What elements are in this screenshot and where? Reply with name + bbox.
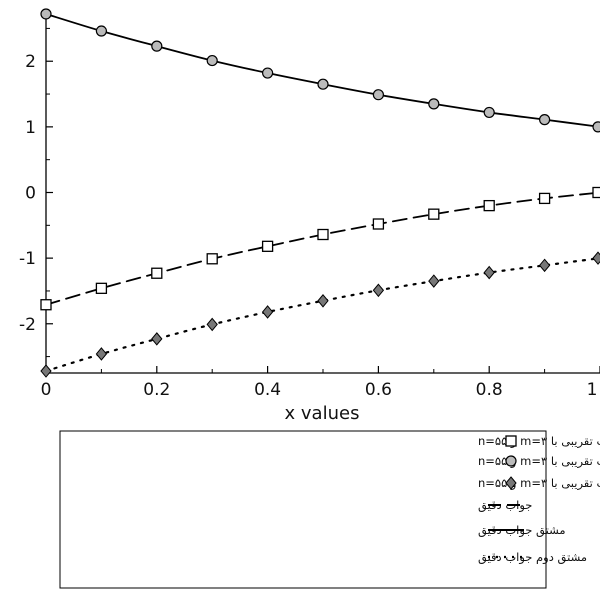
- data-point-circle: [592, 121, 600, 133]
- x-tick-label: 1: [587, 380, 598, 400]
- data-point-square: [538, 192, 551, 205]
- legend-label: مشتق دوم جواب دقیق: [478, 550, 587, 565]
- y-tick-label: -2: [19, 315, 36, 335]
- data-point-diamond: [317, 294, 329, 308]
- data-point-diamond: [261, 305, 274, 319]
- x-tick-label: 0.8: [476, 380, 503, 400]
- data-point-circle: [95, 25, 108, 37]
- legend-label: مشتق جواب تقریبی با m=۳ و n=۵۵: [478, 454, 600, 469]
- data-point-circle: [538, 114, 551, 126]
- legend-symbol-square: [505, 435, 517, 447]
- series-line-dashed: [45, 191, 600, 306]
- data-point-square: [317, 228, 329, 241]
- legend-label: جواب دقیق: [478, 498, 532, 513]
- legend-label: مشتق دوم جواب تقریبی با m=۳ و n=۵۵: [478, 476, 600, 491]
- data-point-square: [483, 199, 495, 212]
- data-point-circle: [483, 106, 495, 119]
- data-point-square: [372, 218, 385, 230]
- data-point-square: [261, 240, 274, 252]
- data-point-square: [151, 267, 163, 279]
- x-axis-title: x values: [285, 403, 360, 424]
- data-point-diamond: [592, 251, 600, 265]
- legend: جواب تقریبی با m=۳ و n=۵۵ مشتق جواب تقریب…: [59, 430, 600, 589]
- data-point-square: [40, 299, 52, 311]
- data-point-circle: [317, 78, 329, 90]
- legend-symbol-circle: [505, 455, 517, 467]
- data-point-circle: [428, 98, 440, 110]
- y-tick-label: 2: [25, 52, 36, 72]
- legend-label: جواب تقریبی با m=۳ و n=۵۵: [478, 434, 600, 449]
- data-point-circle: [40, 8, 52, 20]
- x-tick-label: 0.6: [365, 380, 392, 400]
- data-point-circle: [262, 67, 274, 79]
- y-tick-label: 0: [25, 184, 36, 204]
- data-point-diamond: [428, 274, 440, 288]
- data-point-diamond: [40, 364, 52, 378]
- data-point-diamond: [372, 283, 385, 298]
- series-line-dotted: [44, 257, 600, 373]
- data-point-square: [428, 208, 440, 220]
- data-point-circle: [206, 54, 218, 67]
- data-point-circle: [151, 40, 163, 52]
- legend-symbol-diamond: [505, 476, 517, 490]
- data-point-square: [95, 282, 108, 294]
- plot-area: 0 0.2 0.4 0.6 0.8 1 -2 -1 0 1 2: [19, 8, 600, 400]
- y-tick-label: -1: [19, 249, 36, 269]
- legend-box: [59, 430, 547, 589]
- data-point-diamond: [151, 332, 163, 346]
- y-tick-label: 1: [25, 118, 36, 138]
- x-tick-label: 0.4: [254, 380, 281, 400]
- x-tick-label: 0.2: [143, 380, 170, 400]
- series-line-solid: [45, 13, 600, 128]
- data-point-diamond: [206, 317, 218, 332]
- data-point-diamond: [483, 265, 495, 280]
- x-tick-label: 0: [41, 380, 52, 400]
- data-point-circle: [372, 89, 384, 101]
- data-point-diamond: [538, 258, 551, 273]
- data-point-diamond: [95, 347, 108, 361]
- data-point-square: [592, 186, 600, 199]
- data-point-square: [206, 253, 218, 265]
